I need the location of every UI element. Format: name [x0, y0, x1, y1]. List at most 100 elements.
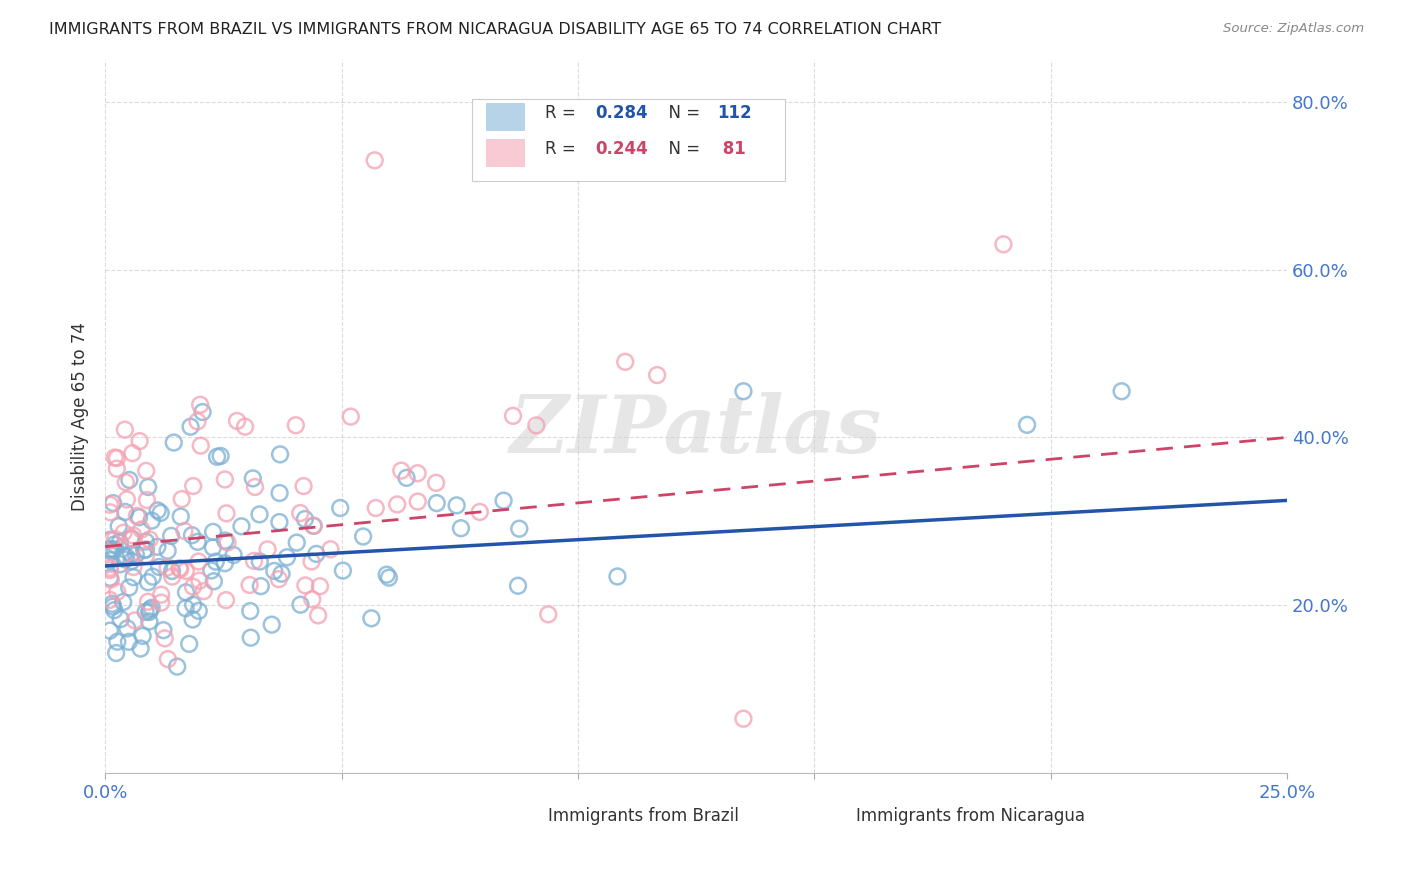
Point: [181, 612, 204, 626]
Point: [305, 547, 328, 561]
Point: [103, 542, 125, 557]
Point: [204, 555, 226, 569]
Point: [114, 505, 136, 519]
Text: Source: ZipAtlas.com: Source: ZipAtlas.com: [1223, 22, 1364, 36]
Point: [222, 548, 245, 562]
Point: [378, 571, 401, 585]
Point: [170, 509, 193, 524]
Point: [733, 384, 755, 399]
Point: [214, 472, 236, 486]
Point: [292, 479, 315, 493]
Point: [249, 508, 271, 522]
Point: [302, 518, 325, 533]
Point: [215, 507, 238, 521]
Point: [446, 499, 468, 513]
Point: [276, 550, 298, 565]
Point: [100, 573, 122, 587]
FancyBboxPatch shape: [508, 807, 540, 830]
Point: [156, 560, 179, 574]
Point: [200, 564, 222, 578]
Point: [269, 515, 291, 529]
Point: [163, 435, 186, 450]
Point: [170, 492, 193, 507]
Point: [135, 548, 157, 562]
Point: [205, 450, 228, 464]
Point: [270, 566, 292, 581]
Point: [138, 605, 160, 619]
Point: [138, 615, 160, 629]
Point: [319, 542, 342, 557]
Point: [112, 525, 135, 540]
Point: [364, 501, 387, 516]
Point: [122, 570, 145, 584]
Point: [186, 414, 208, 428]
Point: [139, 602, 162, 616]
Point: [146, 540, 169, 554]
Point: [118, 473, 141, 487]
Point: [387, 498, 409, 512]
Point: [125, 508, 148, 523]
Point: [606, 569, 628, 583]
Point: [110, 612, 132, 626]
Point: [260, 617, 283, 632]
Point: [136, 595, 159, 609]
Point: [128, 434, 150, 449]
Point: [188, 574, 211, 588]
Point: [214, 533, 236, 548]
Point: [98, 561, 121, 575]
Text: 0.284: 0.284: [596, 104, 648, 122]
Point: [160, 569, 183, 583]
Point: [733, 712, 755, 726]
Point: [152, 623, 174, 637]
Point: [104, 537, 127, 551]
Point: [301, 554, 323, 568]
Point: [508, 522, 530, 536]
Point: [645, 368, 668, 382]
Point: [100, 544, 122, 558]
Point: [363, 153, 385, 168]
Point: [226, 414, 249, 428]
Y-axis label: Disability Age 65 to 74: Disability Age 65 to 74: [72, 322, 89, 511]
Point: [263, 564, 285, 578]
Point: [114, 423, 136, 437]
Point: [135, 534, 157, 549]
Point: [110, 558, 132, 572]
Point: [309, 579, 332, 593]
Point: [190, 439, 212, 453]
Point: [111, 549, 134, 563]
Point: [169, 561, 191, 575]
Point: [124, 614, 146, 628]
Point: [105, 461, 128, 475]
Point: [141, 514, 163, 528]
Text: 112: 112: [717, 104, 752, 122]
Text: N =: N =: [658, 104, 706, 122]
Point: [231, 519, 253, 533]
Point: [98, 542, 121, 557]
Point: [188, 398, 211, 412]
Point: [103, 603, 125, 617]
Point: [150, 596, 173, 610]
Point: [389, 464, 412, 478]
Point: [141, 600, 163, 615]
Point: [112, 595, 135, 609]
Point: [339, 409, 361, 424]
Point: [105, 584, 128, 599]
Point: [250, 579, 273, 593]
Point: [135, 605, 157, 619]
Point: [128, 510, 150, 524]
Text: 81: 81: [717, 140, 747, 158]
Point: [215, 593, 238, 607]
Point: [98, 553, 121, 567]
Point: [352, 529, 374, 543]
Point: [120, 548, 142, 562]
Point: [104, 532, 127, 546]
Point: [294, 512, 316, 526]
Point: [290, 598, 312, 612]
Point: [160, 564, 183, 578]
Point: [187, 604, 209, 618]
FancyBboxPatch shape: [814, 807, 848, 830]
Point: [301, 592, 323, 607]
Text: ZIPatlas: ZIPatlas: [510, 392, 882, 469]
Point: [101, 597, 124, 611]
Point: [100, 533, 122, 548]
